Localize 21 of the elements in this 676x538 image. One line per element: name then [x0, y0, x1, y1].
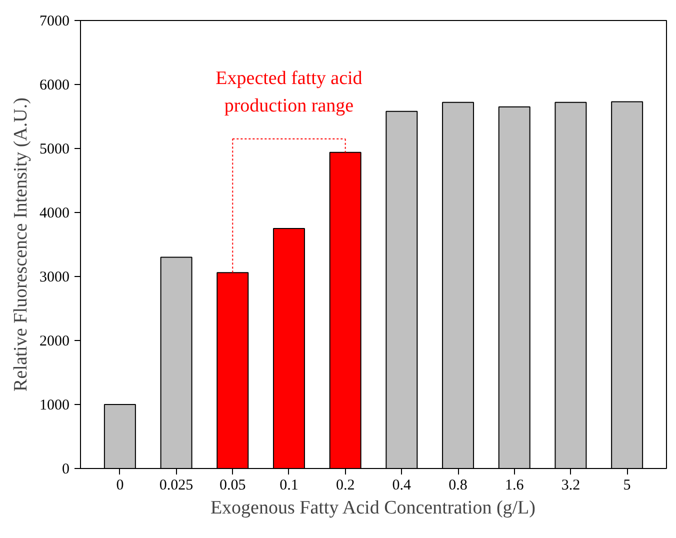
- x-tick-label: 3.2: [561, 478, 580, 494]
- y-tick-label: 3000: [40, 270, 70, 286]
- y-tick-label: 6000: [40, 78, 70, 94]
- y-tick-label: 5000: [40, 142, 70, 158]
- x-tick-label: 0.4: [392, 478, 412, 494]
- x-tick-label: 1.6: [504, 478, 524, 494]
- y-tick-label: 7000: [40, 14, 70, 30]
- y-axis-title: Relative Fluorescence Intensity (A.U.): [10, 98, 32, 392]
- x-tick-label: 0.8: [448, 478, 468, 494]
- y-tick-label: 0: [62, 462, 70, 478]
- x-tick-label: 5: [623, 478, 631, 494]
- x-axis-title: Exogenous Fatty Acid Concentration (g/L): [210, 498, 536, 518]
- y-tick-label: 1000: [40, 398, 70, 414]
- y-tick-label: 2000: [40, 334, 70, 350]
- y-tick-label: 4000: [40, 206, 70, 222]
- x-tick-label: 0.2: [336, 478, 355, 494]
- annotation: Expected fatty acid production range: [216, 68, 363, 116]
- x-tick-label: 0.1: [280, 478, 298, 494]
- x-tick-label: 0: [116, 478, 124, 494]
- x-tick-label: 0.05: [220, 478, 246, 494]
- x-tick-label: 0.025: [159, 478, 194, 494]
